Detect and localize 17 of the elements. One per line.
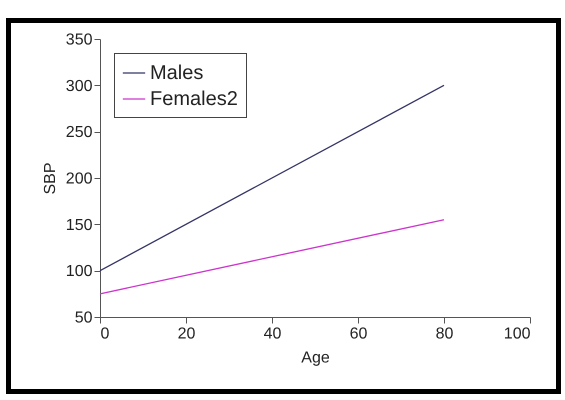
y-tick-label: 250 bbox=[66, 124, 93, 142]
x-tick-label: 100 bbox=[504, 326, 531, 342]
y-tick-label: 350 bbox=[66, 32, 93, 48]
legend-label: Females2 bbox=[150, 88, 238, 110]
y-tick-label: 300 bbox=[66, 78, 93, 95]
y-tick-label: 100 bbox=[66, 263, 93, 280]
x-tick-label: 0 bbox=[100, 326, 110, 342]
x-axis-title: Age bbox=[301, 350, 330, 366]
y-tick-label: 50 bbox=[74, 310, 93, 326]
y-tick-label: 150 bbox=[66, 216, 93, 234]
x-tick-label: 20 bbox=[178, 326, 196, 342]
x-tick-label: 40 bbox=[264, 326, 282, 342]
y-axis-title: SBP bbox=[42, 162, 59, 195]
x-tick-label: 80 bbox=[436, 326, 454, 342]
y-tick-label: 200 bbox=[66, 170, 93, 188]
x-tick-label: 60 bbox=[350, 326, 368, 342]
legend-label: Males bbox=[150, 62, 204, 84]
